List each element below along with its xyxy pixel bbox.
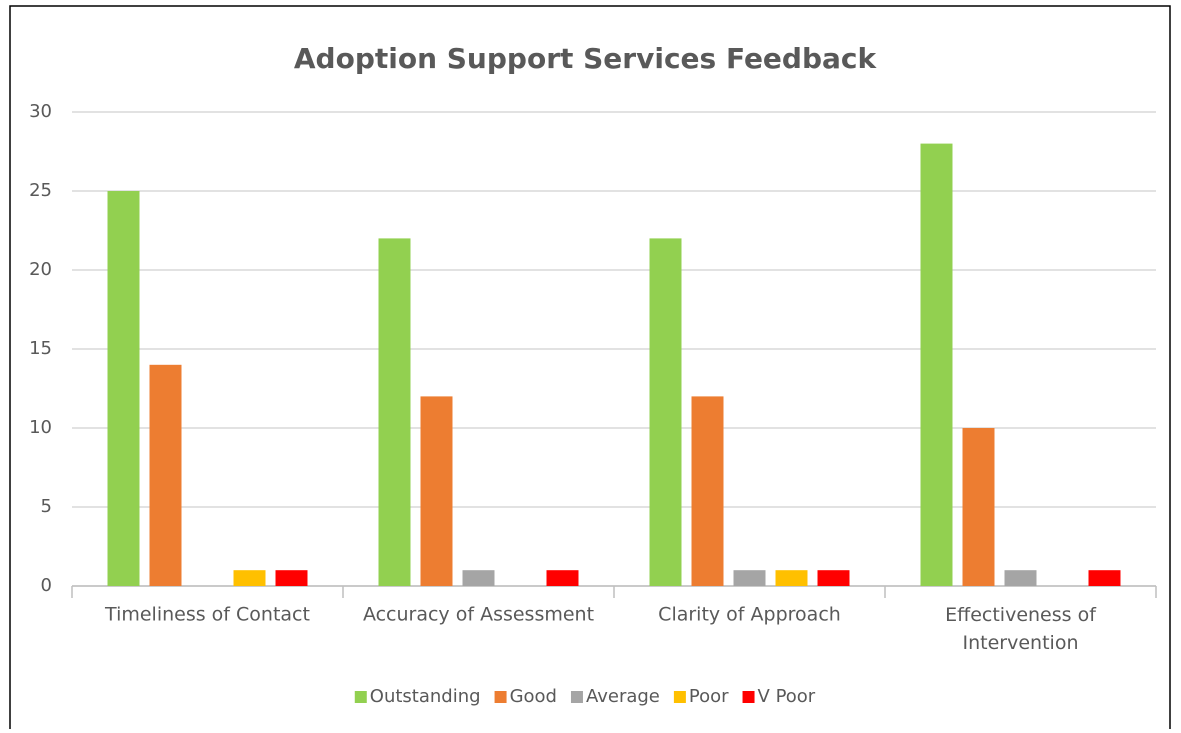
legend: Outstanding Good Average Poor V Poor <box>354 686 816 707</box>
bar <box>233 570 266 586</box>
x-tick-label-line: Intervention <box>963 632 1079 654</box>
legend-label: Average <box>586 686 660 707</box>
x-tick-label: Clarity of Approach <box>658 604 841 626</box>
bar <box>546 570 579 586</box>
y-tick-label: 25 <box>29 180 52 201</box>
bar <box>462 570 495 586</box>
y-tick-label: 30 <box>29 101 52 122</box>
legend-label: V Poor <box>758 686 816 707</box>
bar <box>420 396 453 586</box>
bar <box>920 143 953 586</box>
bar <box>817 570 850 586</box>
bar <box>149 364 182 586</box>
x-tick-label: Timeliness of Contact <box>104 604 310 626</box>
legend-swatch <box>742 691 755 703</box>
y-tick-label: 0 <box>41 575 52 596</box>
x-tick-label: Effectiveness of Intervention <box>945 604 1097 654</box>
legend-label: Poor <box>689 686 729 707</box>
bar <box>733 570 766 586</box>
bar <box>1088 570 1121 586</box>
chart-title: Adoption Support Services Feedback <box>294 42 878 75</box>
bar <box>775 570 808 586</box>
bar <box>649 238 682 586</box>
bar <box>378 238 411 586</box>
legend-swatch <box>673 691 686 703</box>
legend-label: Outstanding <box>370 686 481 707</box>
legend-swatch <box>570 691 583 703</box>
x-tick-label-line: Effectiveness of <box>945 604 1097 626</box>
legend-swatch <box>494 691 507 703</box>
legend-swatch <box>354 691 367 703</box>
chart-frame <box>9 5 1171 733</box>
bar <box>962 428 995 586</box>
bar <box>691 396 724 586</box>
bar <box>1004 570 1037 586</box>
y-tick-label: 10 <box>29 417 52 438</box>
y-tick-label: 20 <box>29 259 52 280</box>
legend-label: Good <box>510 686 557 707</box>
y-tick-label: 15 <box>29 338 52 359</box>
bar <box>107 191 140 586</box>
x-tick-label: Accuracy of Assessment <box>363 604 594 626</box>
y-tick-label: 5 <box>41 496 52 517</box>
bar <box>275 570 308 586</box>
